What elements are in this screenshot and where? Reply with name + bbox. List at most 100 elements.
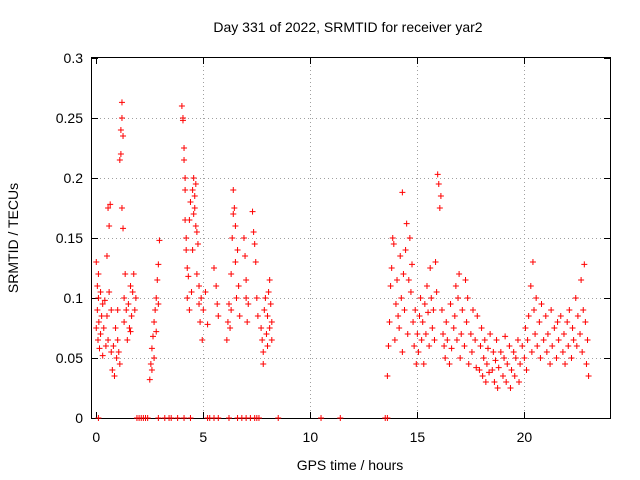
data-point (423, 283, 430, 289)
data-point (555, 337, 562, 343)
data-point (570, 337, 577, 343)
data-point (93, 259, 100, 265)
data-point (532, 331, 539, 337)
data-point (106, 223, 113, 229)
data-point (204, 321, 211, 328)
data-point (417, 295, 424, 301)
data-point (151, 319, 158, 325)
data-point (232, 259, 239, 265)
data-point (480, 355, 487, 361)
data-point (387, 283, 394, 289)
data-point (108, 349, 115, 355)
data-point (529, 259, 536, 265)
x-tick-label: 5 (199, 429, 207, 445)
y-tick-label: 0.3 (64, 50, 84, 66)
y-tick-label: 0.1 (64, 290, 84, 306)
data-point (124, 337, 131, 343)
data-point (263, 331, 270, 337)
data-point (490, 349, 497, 355)
data-point (483, 361, 490, 367)
data-point (499, 373, 506, 379)
data-point (155, 301, 162, 307)
data-point (183, 247, 190, 253)
data-point (511, 373, 518, 379)
data-point (531, 307, 538, 313)
data-point (110, 343, 117, 349)
data-point (225, 415, 232, 421)
data-point (94, 307, 101, 313)
data-point (227, 325, 234, 331)
grid-lines (92, 58, 610, 418)
data-point (155, 261, 162, 268)
data-point (108, 307, 115, 313)
data-point (106, 289, 113, 295)
data-point (384, 415, 391, 421)
y-tick-label: 0 (75, 410, 83, 426)
data-point (95, 271, 102, 277)
data-point (386, 319, 393, 325)
data-point (105, 337, 112, 343)
data-point (391, 337, 398, 343)
data-point (130, 271, 137, 277)
data-point (235, 283, 242, 289)
data-point (540, 337, 547, 343)
data-point (259, 337, 266, 343)
data-point (242, 253, 249, 259)
data-point (403, 220, 410, 227)
data-point (122, 271, 129, 277)
data-point (118, 99, 125, 106)
data-point (132, 295, 139, 301)
y-tick-label: 0.2 (64, 170, 84, 186)
data-point (492, 357, 499, 364)
data-point (437, 193, 444, 199)
data-point (96, 345, 103, 352)
data-point (102, 343, 109, 349)
data-point (534, 343, 541, 349)
data-point (502, 333, 509, 340)
data-point (430, 307, 437, 313)
y-tick-label: 0.15 (56, 230, 83, 246)
data-point (521, 355, 528, 361)
data-point (402, 247, 409, 253)
data-point (479, 373, 486, 379)
data-point (394, 277, 401, 283)
data-point (388, 265, 395, 271)
data-point (433, 289, 440, 295)
data-point (179, 117, 186, 124)
data-point (99, 301, 106, 307)
data-point (152, 307, 159, 313)
data-point (233, 295, 240, 301)
data-point (516, 379, 523, 385)
data-point (244, 319, 251, 325)
data-point (144, 415, 151, 421)
data-point (456, 271, 463, 277)
data-point (512, 355, 519, 361)
data-point (533, 295, 540, 301)
data-point (114, 307, 121, 313)
data-point (114, 337, 121, 343)
data-point (440, 331, 447, 337)
data-point (128, 313, 135, 319)
data-point (225, 301, 232, 307)
data-point (197, 319, 204, 325)
data-point (99, 352, 106, 359)
data-point (448, 345, 455, 352)
plot-frame (91, 57, 611, 419)
data-point (181, 157, 188, 163)
data-point (121, 319, 128, 325)
data-point (95, 319, 102, 325)
data-point (428, 295, 435, 301)
data-point (260, 349, 267, 355)
data-point (543, 349, 550, 355)
data-point (584, 337, 591, 343)
data-point (493, 337, 500, 343)
data-point (229, 235, 236, 241)
data-point (251, 241, 258, 247)
data-point (551, 325, 558, 331)
data-point (528, 349, 535, 355)
data-point (211, 265, 218, 271)
data-point (189, 247, 196, 253)
data-point (148, 367, 155, 373)
data-point (562, 361, 569, 367)
